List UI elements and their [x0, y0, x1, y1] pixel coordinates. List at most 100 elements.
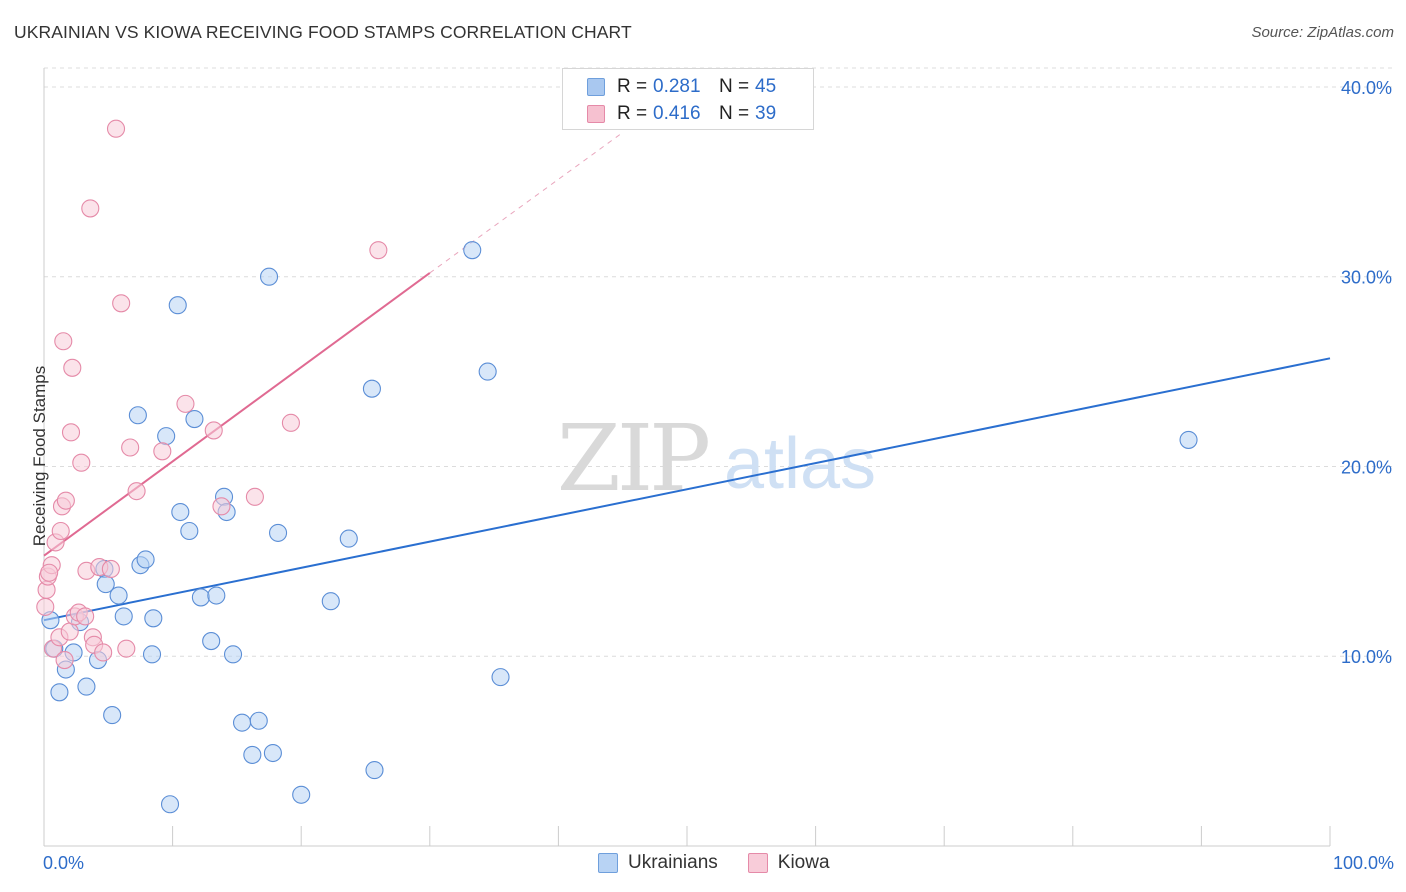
y-tick-label: 10.0% — [1341, 647, 1392, 667]
point-ukrainians — [478, 362, 497, 381]
point-ukrainians — [491, 668, 510, 687]
trend-layer — [43, 132, 1331, 622]
point-ukrainians — [223, 645, 243, 664]
point-ukrainians — [243, 745, 262, 764]
point-ukrainians — [157, 427, 176, 446]
point-kiowa — [36, 597, 55, 616]
point-kiowa — [101, 559, 120, 579]
point-kiowa — [40, 563, 59, 582]
grid-layer — [44, 67, 1392, 657]
point-kiowa — [54, 332, 73, 351]
point-ukrainians — [339, 529, 358, 548]
point-ukrainians — [160, 795, 180, 814]
watermark-atlas: atlas — [724, 424, 876, 504]
n-label: N = — [719, 76, 750, 97]
point-ukrainians — [171, 502, 190, 522]
y-axis-label: Receiving Food Stamps — [30, 365, 49, 547]
point-ukrainians — [249, 711, 268, 730]
point-kiowa — [63, 358, 82, 377]
point-kiowa — [121, 438, 140, 457]
point-kiowa — [72, 453, 91, 472]
point-kiowa — [127, 482, 146, 501]
point-ukrainians — [50, 683, 69, 702]
point-ukrainians — [142, 645, 162, 664]
trendline-extension-kiowa — [429, 132, 623, 274]
point-kiowa — [61, 423, 81, 442]
point-ukrainians — [128, 406, 147, 425]
r-label: R = — [617, 103, 648, 124]
legend-row-ukrainians: R = 0.281 N = 45 — [587, 75, 776, 99]
legend-row-kiowa: R = 0.416 N = 39 — [587, 102, 776, 126]
point-ukrainians — [103, 706, 122, 725]
point-kiowa — [369, 241, 388, 260]
points-layer — [36, 119, 1198, 814]
trendline-ukrainians — [43, 357, 1331, 622]
n-label: N = — [719, 103, 750, 124]
r-value-kiowa: 0.416 — [653, 103, 701, 124]
point-kiowa — [117, 639, 136, 658]
y-tick-label: 20.0% — [1341, 457, 1392, 477]
x-tick-label-max: 100.0% — [1332, 853, 1394, 873]
point-kiowa — [60, 622, 79, 641]
y-tick-label: 40.0% — [1341, 78, 1392, 98]
point-ukrainians — [1179, 430, 1198, 449]
r-label: R = — [617, 76, 648, 97]
point-ukrainians — [109, 586, 128, 605]
watermark: ZIP atlas — [557, 405, 876, 512]
point-kiowa — [76, 607, 95, 626]
legend-item-ukrainians[interactable]: Ukrainians — [598, 852, 718, 874]
y-tick-label: 30.0% — [1341, 268, 1392, 288]
point-ukrainians — [232, 713, 252, 732]
point-ukrainians — [365, 761, 384, 780]
point-kiowa — [56, 491, 75, 510]
point-ukrainians — [263, 743, 282, 763]
point-ukrainians — [207, 586, 226, 605]
watermark-zip: ZIP — [557, 405, 708, 512]
point-ukrainians — [180, 521, 199, 541]
point-kiowa — [204, 421, 223, 440]
legend-swatch-ukrainians — [598, 853, 618, 873]
series-legend: Ukrainians Kiowa — [598, 852, 860, 874]
point-kiowa — [51, 521, 70, 541]
point-ukrainians — [269, 523, 288, 542]
point-kiowa — [281, 413, 300, 432]
point-ukrainians — [185, 409, 204, 429]
point-ukrainians — [77, 677, 96, 696]
point-ukrainians — [259, 267, 279, 286]
n-value-ukrainians: 45 — [755, 76, 777, 97]
legend-label-kiowa: Kiowa — [777, 852, 830, 873]
point-ukrainians — [292, 785, 311, 804]
legend-swatch-kiowa — [747, 853, 768, 873]
point-ukrainians — [114, 607, 133, 626]
point-ukrainians — [463, 241, 482, 260]
point-kiowa — [55, 650, 74, 670]
point-ukrainians — [191, 588, 210, 607]
x-tick-label-min: 0.0% — [43, 853, 85, 873]
point-ukrainians — [321, 592, 340, 611]
trendline-kiowa — [43, 272, 431, 557]
point-kiowa — [153, 442, 172, 461]
point-kiowa — [106, 119, 126, 138]
legend-item-kiowa[interactable]: Kiowa — [747, 852, 830, 874]
point-kiowa — [81, 199, 100, 218]
y-tick-labels: 10.0% 20.0% 30.0% 40.0% — [1341, 78, 1392, 667]
point-ukrainians — [144, 609, 163, 628]
point-kiowa — [245, 487, 264, 506]
point-kiowa — [176, 394, 195, 413]
stats-legend: R = 0.281 N = 45 R = 0.416 N = 39 — [562, 68, 814, 130]
point-ukrainians — [168, 296, 187, 315]
axis-layer — [43, 68, 1331, 847]
point-ukrainians — [362, 379, 381, 398]
source-credit: Source: ZipAtlas.com — [1251, 24, 1394, 41]
legend-swatch-kiowa — [587, 105, 605, 123]
point-ukrainians — [136, 550, 155, 569]
chart-title: UKRAINIAN VS KIOWA RECEIVING FOOD STAMPS… — [14, 22, 632, 42]
r-value-ukrainians: 0.281 — [653, 76, 701, 97]
n-value-kiowa: 39 — [755, 103, 777, 124]
point-kiowa — [112, 294, 131, 313]
legend-label-ukrainians: Ukrainians — [628, 852, 718, 873]
point-ukrainians — [202, 632, 221, 651]
point-kiowa — [212, 497, 231, 516]
point-kiowa — [94, 643, 113, 662]
